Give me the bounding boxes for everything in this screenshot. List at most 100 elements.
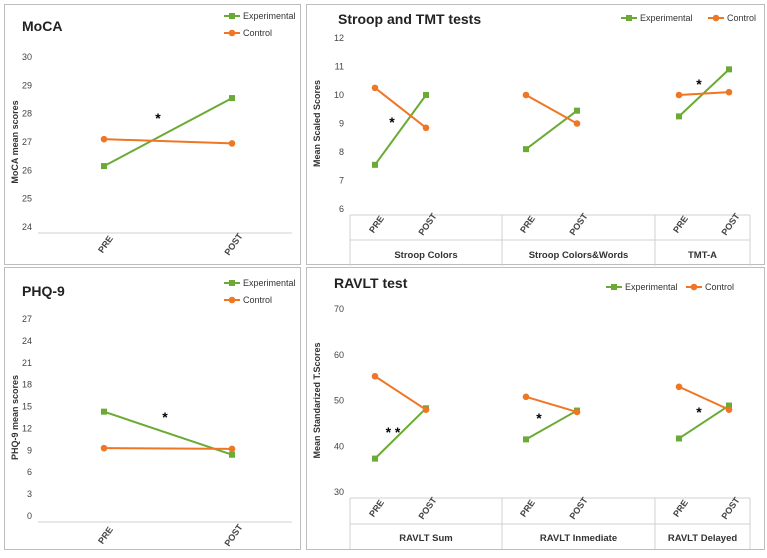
experimental-marker bbox=[726, 402, 732, 409]
series-line-control bbox=[103, 447, 233, 450]
y-tick-label: 12 bbox=[22, 423, 32, 433]
experimental-marker bbox=[101, 408, 107, 415]
y-tick-label: 26 bbox=[22, 165, 32, 175]
y-tick-label: 25 bbox=[22, 194, 32, 204]
series-line-control bbox=[374, 375, 427, 411]
y-tick-label: 50 bbox=[334, 396, 344, 406]
y-axis-title: PHQ-9 mean scores bbox=[10, 375, 20, 460]
legend-marker-control bbox=[228, 29, 236, 37]
experimental-marker bbox=[726, 66, 732, 73]
series-line-control bbox=[525, 94, 578, 125]
control-marker bbox=[573, 408, 581, 416]
experimental-marker bbox=[523, 436, 529, 443]
significance-star: * bbox=[696, 404, 702, 420]
y-tick-label: 9 bbox=[339, 119, 344, 129]
control-marker bbox=[371, 84, 379, 92]
y-tick-label: 8 bbox=[339, 147, 344, 157]
significance-star: * bbox=[696, 76, 702, 92]
legend-label-experimental: Experimental bbox=[640, 13, 693, 23]
chart-title: MoCA bbox=[22, 18, 62, 34]
control-marker bbox=[228, 140, 236, 147]
chart-title: RAVLT test bbox=[334, 275, 408, 291]
panel-frame bbox=[4, 267, 301, 550]
panel-frame bbox=[306, 4, 765, 265]
experimental-marker bbox=[101, 163, 107, 170]
series-line-experimental bbox=[678, 404, 730, 440]
series-line-control bbox=[103, 138, 233, 145]
y-tick-label: 6 bbox=[27, 467, 32, 477]
control-marker bbox=[228, 445, 236, 453]
significance-star: * bbox=[389, 114, 395, 130]
experimental-marker bbox=[423, 92, 429, 98]
series-line-control bbox=[525, 395, 578, 413]
y-tick-label: 11 bbox=[335, 62, 344, 72]
legend-marker-experimental bbox=[229, 280, 235, 286]
control-marker bbox=[522, 393, 530, 401]
significance-star: * bbox=[162, 409, 168, 425]
series-line-control bbox=[678, 91, 730, 96]
series-line-experimental bbox=[374, 407, 427, 460]
group-label: TMT-A bbox=[688, 250, 717, 261]
y-tick-label: 9 bbox=[27, 445, 32, 455]
experimental-marker bbox=[229, 451, 235, 458]
control-marker bbox=[422, 406, 430, 413]
legend-label-control: Control bbox=[243, 295, 272, 305]
control-marker bbox=[100, 444, 108, 452]
experimental-marker bbox=[676, 113, 682, 120]
y-axis-title: MoCA mean scores bbox=[10, 100, 20, 183]
y-tick-label: 21 bbox=[22, 358, 32, 368]
y-tick-label: 29 bbox=[22, 80, 32, 90]
y-tick-label: 27 bbox=[22, 314, 32, 324]
y-tick-label: 28 bbox=[22, 109, 32, 119]
y-tick-label: 24 bbox=[22, 222, 32, 232]
significance-star: * bbox=[155, 110, 161, 126]
control-marker bbox=[522, 91, 530, 99]
y-tick-label: 30 bbox=[22, 52, 32, 62]
legend-label-control: Control bbox=[705, 282, 734, 292]
series-line-experimental bbox=[103, 97, 233, 167]
y-tick-label: 18 bbox=[22, 380, 32, 390]
legend-label-experimental: Experimental bbox=[243, 11, 296, 21]
group-label: RAVLT Sum bbox=[399, 533, 452, 544]
y-tick-label: 7 bbox=[339, 176, 344, 186]
y-tick-label: 60 bbox=[334, 350, 344, 360]
y-tick-label: 10 bbox=[334, 90, 344, 100]
chart-title: PHQ-9 bbox=[22, 283, 65, 299]
legend-marker-experimental bbox=[626, 15, 632, 21]
control-marker bbox=[675, 91, 683, 99]
legend-label-experimental: Experimental bbox=[243, 278, 296, 288]
control-marker bbox=[100, 135, 108, 143]
series-line-experimental bbox=[525, 409, 578, 441]
significance-star: * * bbox=[386, 424, 401, 440]
control-marker bbox=[371, 372, 379, 380]
experimental-marker bbox=[523, 146, 529, 153]
y-tick-label: 27 bbox=[22, 137, 32, 147]
y-axis-title: Mean Scaled Scores bbox=[312, 80, 322, 167]
y-tick-label: 30 bbox=[334, 487, 344, 497]
y-axis-title: Mean Standarized T.Scores bbox=[312, 342, 322, 458]
y-tick-label: 24 bbox=[22, 336, 32, 346]
experimental-marker bbox=[229, 95, 235, 102]
experimental-marker bbox=[372, 161, 378, 168]
chart-ravlt: RAVLT test 30 40 50 60 70 Mean Standarized T.S… bbox=[306, 267, 765, 550]
legend-label-control: Control bbox=[243, 28, 272, 38]
control-marker bbox=[725, 88, 733, 96]
control-marker bbox=[573, 120, 581, 127]
chart-title: Stroop and TMT tests bbox=[338, 11, 481, 27]
series-line-experimental bbox=[103, 410, 233, 456]
experimental-marker bbox=[372, 455, 378, 462]
legend-marker-experimental bbox=[229, 13, 235, 19]
experimental-marker bbox=[574, 107, 580, 114]
panel-frame bbox=[4, 4, 301, 265]
group-label: RAVLT Delayed bbox=[668, 533, 738, 544]
series-line-experimental bbox=[525, 109, 578, 150]
legend-marker-control bbox=[228, 296, 236, 304]
y-tick-label: 40 bbox=[334, 441, 344, 451]
panel-frame bbox=[306, 267, 765, 550]
legend-label-control: Control bbox=[727, 13, 756, 23]
experimental-marker bbox=[676, 435, 682, 442]
y-tick-label: 0 bbox=[27, 511, 32, 521]
series-line-control bbox=[678, 385, 730, 411]
